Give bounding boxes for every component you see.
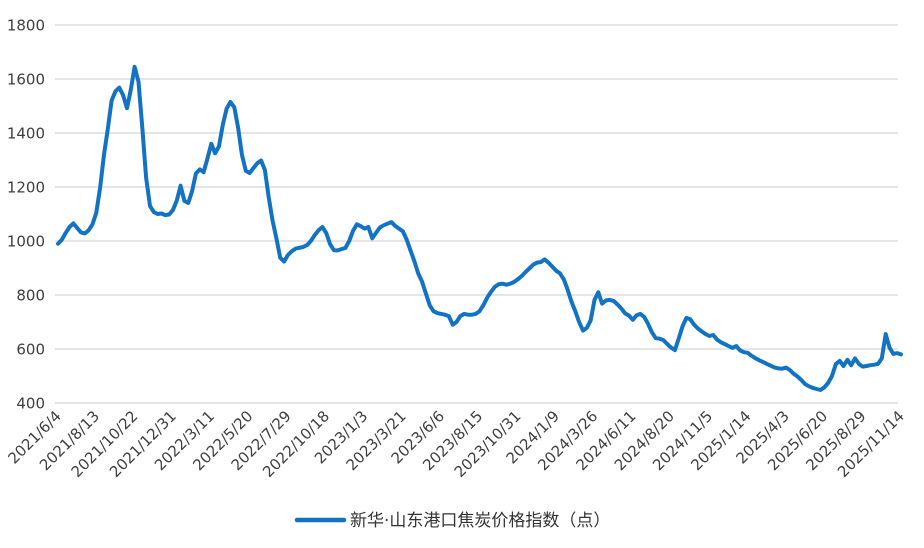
y-tick-label-800: 800	[16, 287, 45, 305]
legend-label: 新华·山东港口焦炭价格指数（点）	[350, 511, 610, 531]
y-tick-label-600: 600	[16, 341, 45, 359]
price-index-line	[56, 64, 903, 392]
gridlines	[55, 24, 898, 404]
y-axis-tick-labels: 1800 1600 1400 1200 1000 800 600 400	[7, 17, 45, 413]
y-tick-label-1400: 1400	[7, 125, 45, 143]
y-tick-label-1200: 1200	[7, 179, 45, 197]
legend: 新华·山东港口焦炭价格指数（点）	[294, 511, 610, 531]
y-tick-label-1000: 1000	[7, 233, 45, 251]
y-tick-label-1800: 1800	[7, 17, 45, 35]
y-tick-label-1600: 1600	[7, 71, 45, 89]
data-series	[56, 64, 903, 392]
y-tick-label-400: 400	[16, 395, 45, 413]
x-axis-tick-labels: 2021/6/42021/8/132021/10/222021/12/31202…	[4, 407, 907, 481]
